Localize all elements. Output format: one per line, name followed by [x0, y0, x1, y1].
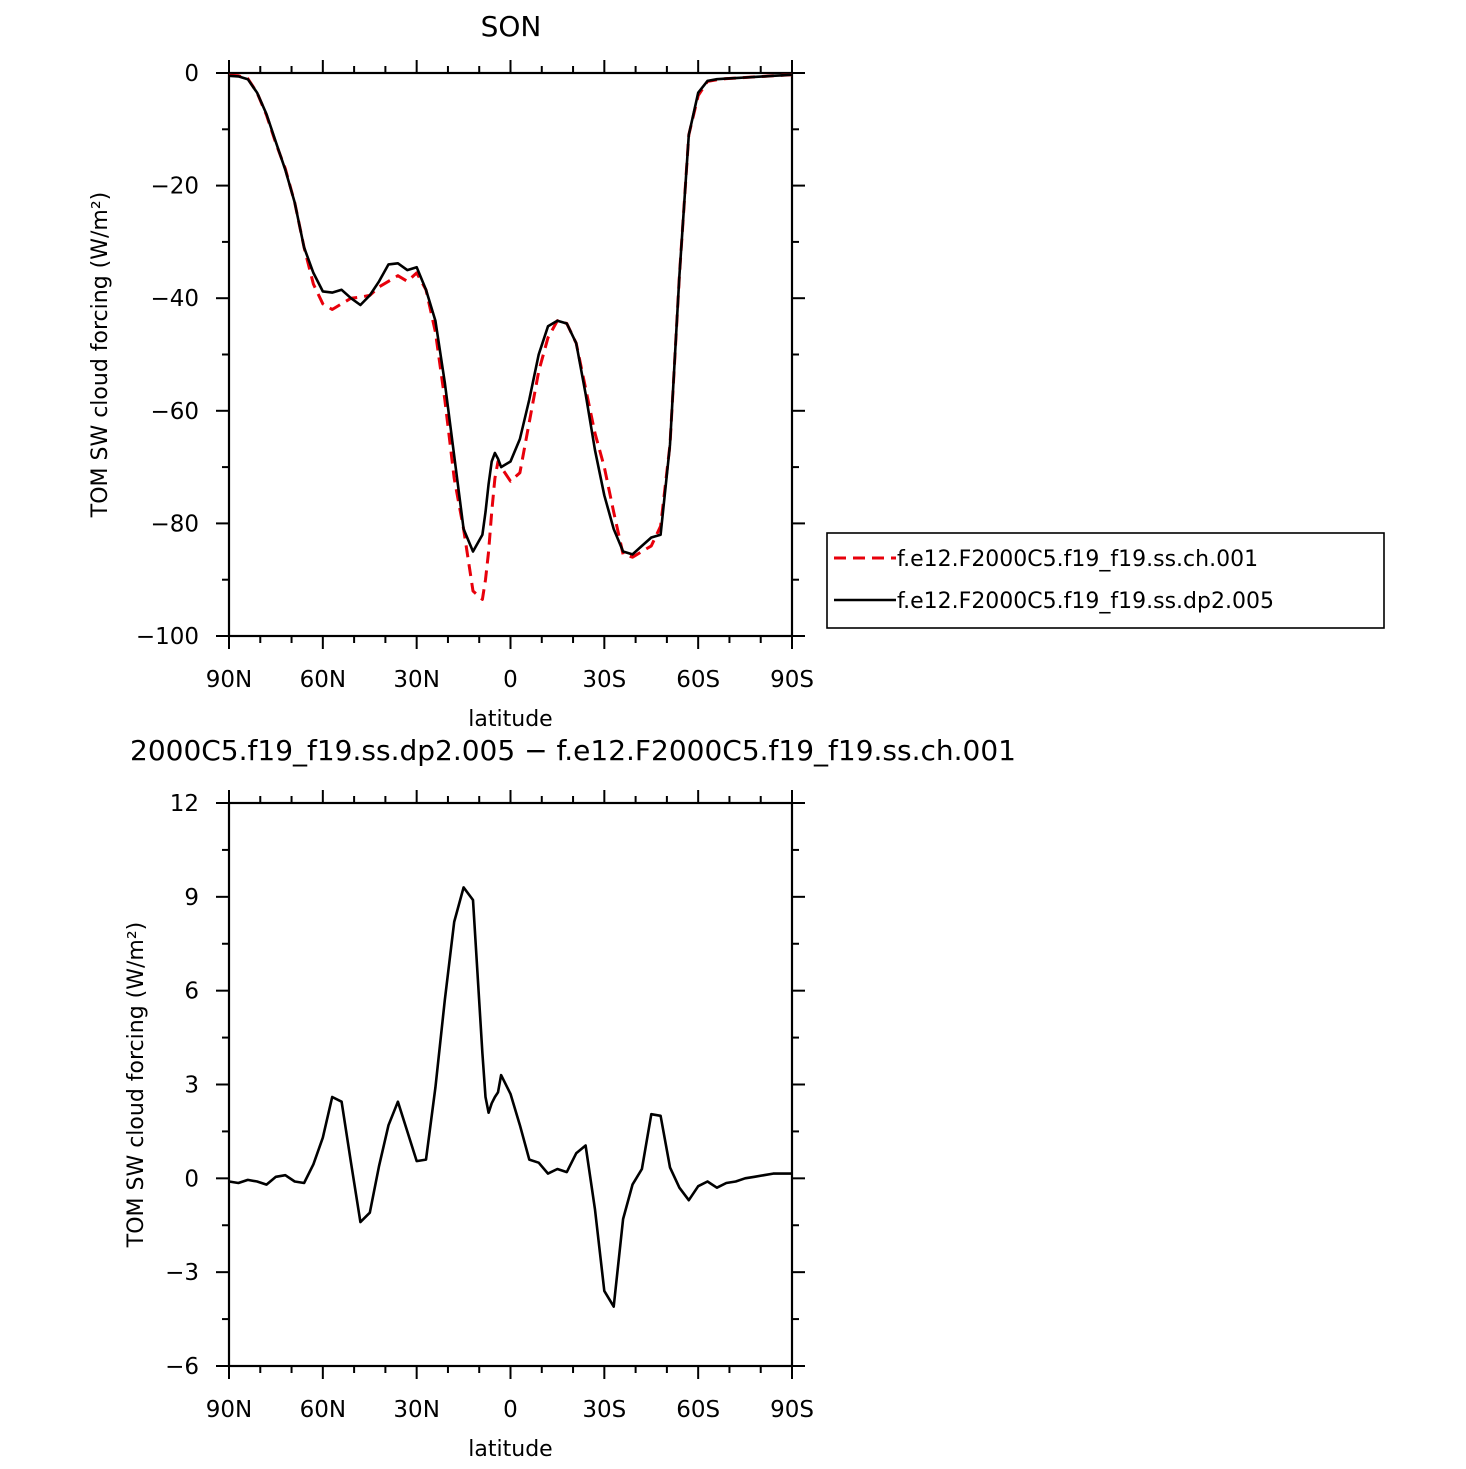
x-tick-label: 60N	[300, 667, 346, 693]
y-tick-label: 3	[184, 1073, 199, 1099]
y-tick-label: −100	[136, 624, 199, 650]
legend: f.e12.F2000C5.f19_f19.ss.ch.001 f.e12.F20…	[826, 532, 1385, 629]
bottom-panel: 2000C5.f19_f19.ss.dp2.005 − f.e12.F2000C…	[124, 734, 1016, 1462]
series-line-0	[228, 886, 792, 1308]
x-tick-label: 90S	[770, 1397, 814, 1423]
x-tick-label: 90N	[206, 1397, 252, 1423]
y-tick-label: −6	[165, 1354, 199, 1380]
plot-frame	[227, 71, 794, 638]
x-tick-label: 60N	[300, 1397, 346, 1423]
x-tick-label: 90N	[206, 667, 252, 693]
x-axis-label: latitude	[468, 1437, 552, 1462]
legend-box	[826, 532, 1385, 629]
x-tick-label: 30N	[393, 1397, 439, 1423]
y-tick-label: 0	[184, 61, 199, 87]
y-tick-label: 12	[170, 791, 199, 817]
series-line-0	[228, 73, 793, 601]
y-tick-label: 9	[184, 885, 199, 911]
y-axis-label: TOM SW cloud forcing (W/m²)	[124, 922, 149, 1248]
x-tick-label: 90S	[770, 667, 814, 693]
x-tick-label: 60S	[676, 1397, 720, 1423]
y-tick-label: −40	[150, 286, 199, 312]
legend-entry-1: f.e12.F2000C5.f19_f19.ss.dp2.005	[897, 589, 1274, 614]
legend-entry-0: f.e12.F2000C5.f19_f19.ss.ch.001	[897, 547, 1258, 572]
top-panel: SON 90N 60N 30N 0 30S 60S 90S 0 −20 −40 −60 −80 −100 l…	[88, 10, 1385, 732]
plot-frame	[227, 801, 794, 1368]
y-tick-label: 6	[184, 979, 199, 1005]
x-tick-label: 30N	[393, 667, 439, 693]
plot-title: SON	[481, 10, 542, 43]
y-axis-label: TOM SW cloud forcing (W/m²)	[88, 192, 113, 518]
series-line-1	[228, 73, 793, 556]
plot-title: 2000C5.f19_f19.ss.dp2.005 − f.e12.F2000C…	[130, 734, 1016, 767]
x-tick-label: 30S	[582, 1397, 626, 1423]
x-tick-label: 60S	[676, 667, 720, 693]
x-tick-label: 0	[503, 667, 518, 693]
x-tick-label: 30S	[582, 667, 626, 693]
y-tick-label: −20	[150, 174, 199, 200]
x-tick-label: 0	[503, 1397, 518, 1423]
y-tick-label: −80	[150, 511, 199, 537]
x-axis-label: latitude	[468, 707, 552, 732]
y-tick-label: 0	[184, 1166, 199, 1192]
y-tick-label: −60	[150, 399, 199, 425]
y-tick-label: −3	[165, 1260, 199, 1286]
